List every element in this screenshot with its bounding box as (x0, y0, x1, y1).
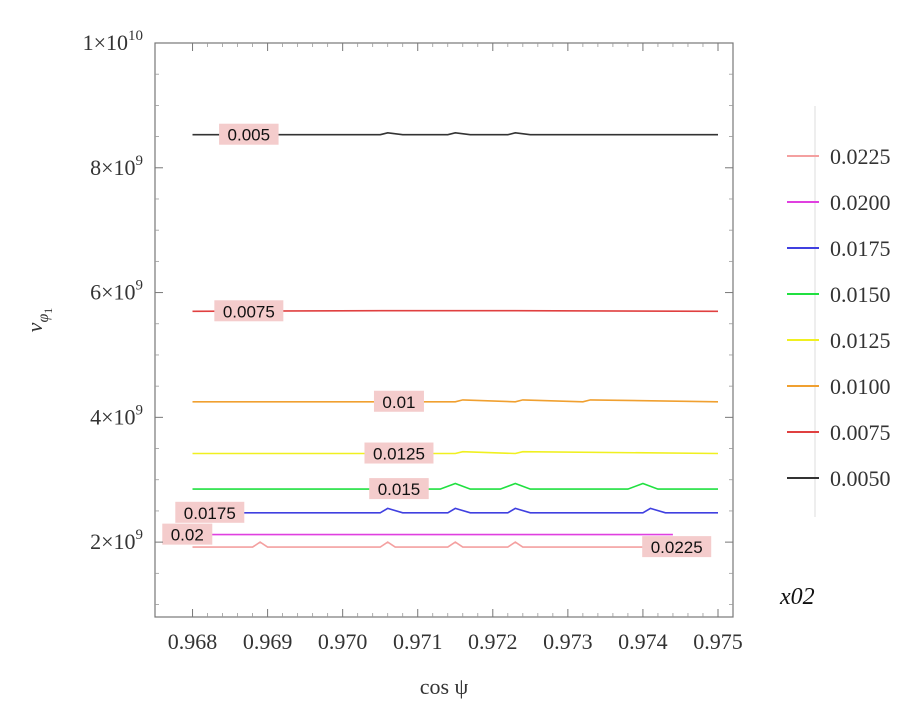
contour-label-box (369, 478, 429, 500)
contour-label-box (642, 536, 712, 558)
contour-label-0.0100: 0.01 (373, 390, 424, 412)
legend-item-0.0125: 0.0125 (787, 328, 891, 353)
x-tick-label: 0.969 (243, 629, 293, 654)
contour-label-text: 0.0225 (651, 538, 703, 557)
legend-label: 0.0225 (830, 144, 891, 169)
legend-label: 0.0200 (830, 190, 891, 215)
contour-label-text: 0.01 (382, 393, 415, 412)
series-line-0.0075 (192, 309, 719, 313)
x-tick-label: 0.975 (693, 629, 743, 654)
contour-label-box (364, 442, 434, 464)
contour-label-box (219, 123, 279, 145)
legend-item-0.0075: 0.0075 (787, 420, 891, 445)
x-tick-label: 0.972 (468, 629, 518, 654)
legend-item-0.0200: 0.0200 (787, 190, 891, 215)
contour-label-text: 0.0175 (184, 504, 236, 523)
contour-label-layer: 0.0225 0.02 0.0175 0.015 0.0125 0.01 0.0075 0.0… (162, 123, 712, 558)
series-line-0.0100 (192, 399, 719, 403)
y-ticks: 2×109 4×109 6×109 8×109 1×1010 (83, 28, 733, 605)
y-axis-title-main: v (22, 322, 47, 332)
series-line-0.0050 (192, 131, 718, 136)
series-line-0.0225 (192, 541, 673, 548)
contour-label-text: 0.0125 (373, 445, 425, 464)
y-tick-label: 2×109 (90, 527, 143, 554)
series-line-0.0175 (192, 507, 718, 514)
y-tick-label: 8×109 (90, 153, 143, 180)
contour-label-0.0225: 0.0225 (642, 536, 712, 558)
series-layer (192, 131, 719, 548)
legend-item-0.0175: 0.0175 (787, 236, 891, 261)
legend-label: 0.0150 (830, 282, 891, 307)
contour-label-0.0050: 0.005 (219, 123, 279, 145)
x-tick-label: 0.970 (318, 629, 368, 654)
legend-item-0.0100: 0.0100 (787, 374, 891, 399)
contour-label-box (373, 390, 424, 412)
contour-label-text: 0.02 (171, 526, 204, 545)
legend-item-0.0050: 0.0050 (787, 466, 891, 491)
y-tick-label: 1×1010 (83, 28, 143, 55)
x-tick-label: 0.973 (543, 629, 593, 654)
series-line-0.0150 (192, 482, 718, 490)
y-axis-title-subsub: 1 (41, 308, 55, 314)
y-axis-title: vφ1 (22, 308, 55, 333)
y-tick-label: 4×109 (90, 402, 143, 429)
legend-title: x02 (779, 584, 815, 610)
legend-item-0.0225: 0.0225 (787, 144, 891, 169)
x-ticks: 0.968 0.969 0.970 0.971 0.972 0.973 0.974 0.975 (168, 43, 743, 654)
plot-frame (154, 42, 734, 618)
legend-label: 0.0100 (830, 374, 891, 399)
legend-item-0.0150: 0.0150 (787, 282, 891, 307)
contour-label-0.0150: 0.015 (369, 478, 429, 500)
x-tick-label: 0.974 (618, 629, 668, 654)
legend-label: 0.0050 (830, 466, 891, 491)
legend-label: 0.0125 (830, 328, 891, 353)
contour-label-text: 0.005 (228, 126, 271, 145)
legend-label: 0.0175 (830, 236, 891, 261)
contour-label-text: 0.015 (378, 480, 421, 499)
contour-label-box (162, 523, 213, 545)
y-axis-title-sub: φ (35, 314, 52, 323)
x-tick-label: 0.971 (393, 629, 443, 654)
x-tick-label: 0.968 (168, 629, 218, 654)
contour-label-text: 0.0075 (223, 302, 275, 321)
y-tick-label: 6×109 (90, 278, 143, 305)
contour-label-0.0075: 0.0075 (214, 300, 284, 322)
contour-label-0.0200: 0.02 (162, 523, 213, 545)
contour-label-box (175, 501, 245, 523)
x-axis-title: cos ψ (420, 674, 469, 699)
contour-label-0.0125: 0.0125 (364, 442, 434, 464)
contour-label-0.0175: 0.0175 (175, 501, 245, 523)
contour-label-box (214, 300, 284, 322)
legend: 0.0225 0.0200 0.0175 0.0150 0.0125 0.0100 0.00… (779, 106, 891, 610)
legend-label: 0.0075 (830, 420, 891, 445)
legend-items: 0.0225 0.0200 0.0175 0.0150 0.0125 0.0100 0.00… (787, 144, 891, 491)
